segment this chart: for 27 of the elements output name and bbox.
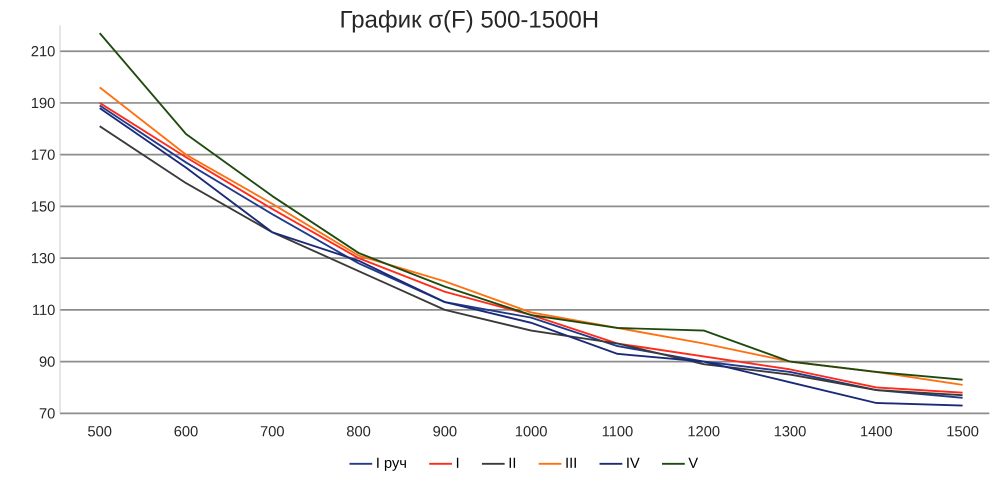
- line-series: [98, 32, 964, 380]
- y-tick-label: 150: [32, 201, 55, 212]
- x-tick-label: 500: [88, 426, 112, 436]
- x-tick-label: 1100: [602, 426, 633, 436]
- y-tick-label: 170: [32, 149, 55, 160]
- x-tick-label: 1300: [774, 426, 806, 436]
- y-tick-label: 70: [40, 408, 55, 418]
- y-tick-label: 110: [33, 304, 55, 315]
- x-tick-label: 1400: [861, 426, 892, 436]
- x-tick-label: 1500: [947, 426, 978, 436]
- legend-label: III: [566, 458, 576, 468]
- y-tick-label: 130: [32, 252, 55, 264]
- chart-title: График σ(F) 500-1500Н: [342, 10, 598, 32]
- y-tick-label: 190: [32, 98, 55, 108]
- y-tick-label: 210: [32, 46, 55, 56]
- legend-label: V: [688, 458, 698, 468]
- legend-label: II: [510, 458, 516, 468]
- x-tick-label: 1200: [688, 426, 720, 436]
- x-tick-label: 700: [260, 426, 284, 436]
- x-tick-label: 900: [433, 426, 456, 436]
- x-tick-label: 600: [174, 426, 198, 436]
- x-tick-label: 1000: [516, 426, 547, 436]
- legend-label: IV: [627, 458, 640, 468]
- legend-label: I: [456, 458, 458, 468]
- y-tick-label: 90: [40, 356, 55, 367]
- x-tick-label: 800: [346, 426, 370, 436]
- legend-label: I руч: [377, 458, 406, 471]
